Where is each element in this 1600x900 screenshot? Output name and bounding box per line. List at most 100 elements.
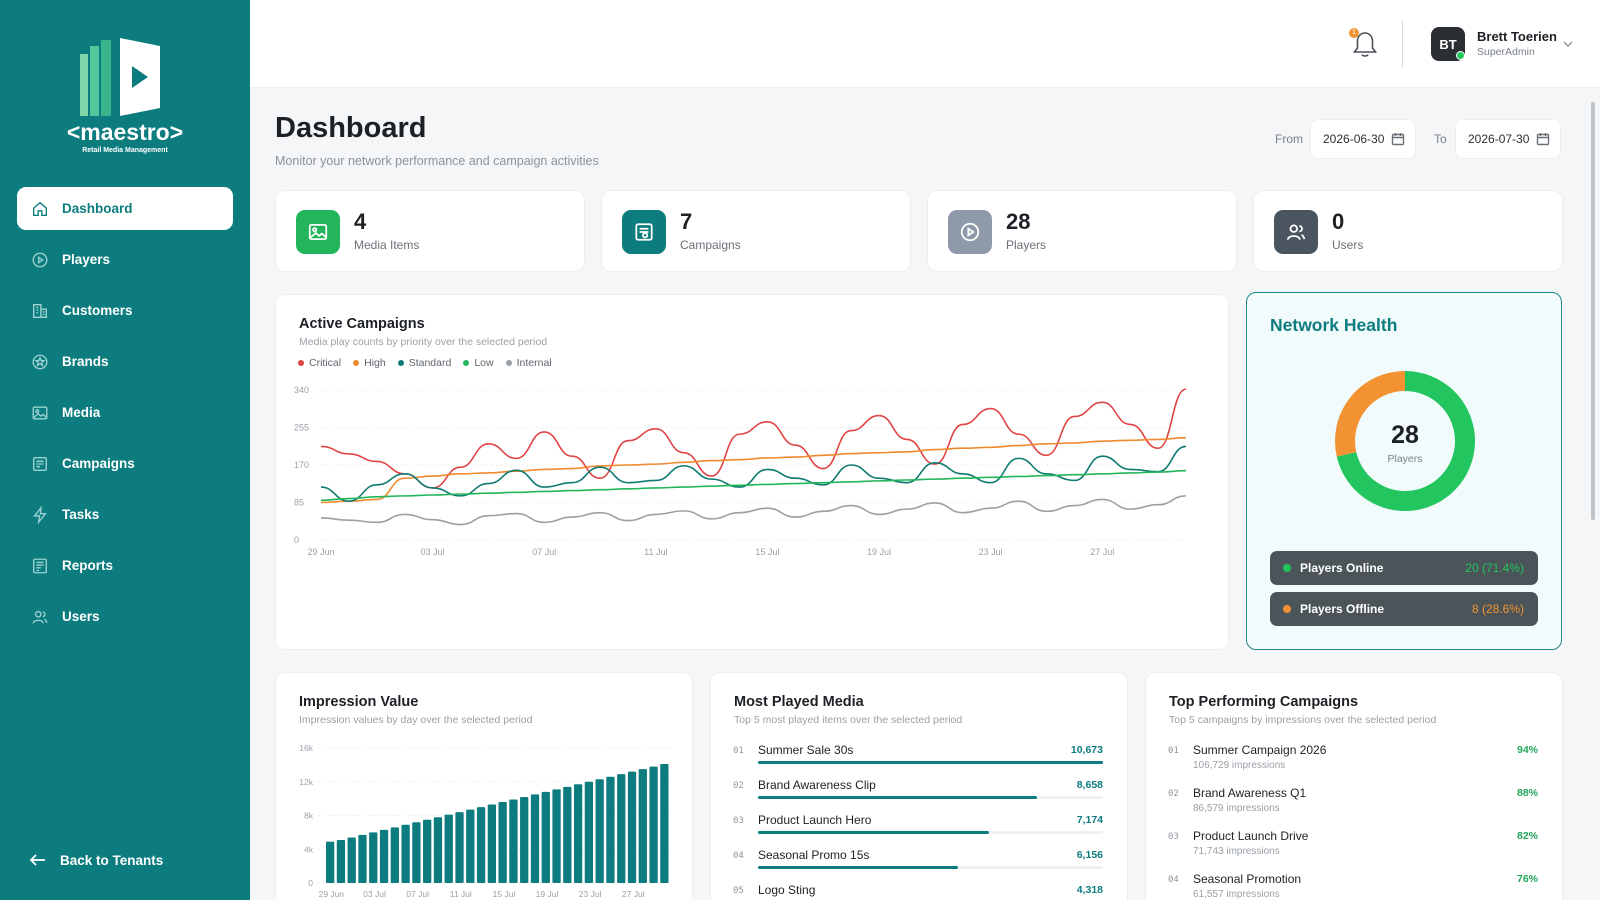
x-tick-label: 27 Jul (1090, 547, 1114, 557)
impression-bar (336, 839, 346, 883)
play-count: 7,174 (1076, 814, 1103, 826)
media-name: Product Launch Hero (758, 813, 872, 827)
stat-label: Media Items (354, 238, 420, 252)
from-date-input[interactable]: 2026-06-30 (1310, 119, 1416, 159)
stat-label: Players (1006, 238, 1047, 252)
card-subtitle: Top 5 campaigns by impressions over the … (1169, 714, 1437, 726)
back-to-tenants-link[interactable]: Back to Tenants (28, 850, 163, 870)
media-name: Summer Sale 30s (758, 743, 854, 757)
impression-value-card: Impression Value Impression values by da… (275, 672, 693, 900)
impression-bar (401, 824, 410, 883)
impression-bar (627, 771, 637, 883)
x-tick-label: 03 Jul (421, 547, 445, 557)
topbar-divider (1402, 20, 1403, 68)
play-circle-icon (948, 210, 992, 254)
rank: 01 (733, 746, 744, 756)
card-title: Most Played Media (734, 694, 864, 710)
y-tick-label: 255 (294, 423, 309, 433)
stat-card-media-items[interactable]: 4 Media Items (275, 190, 585, 272)
impression-bar (606, 776, 615, 883)
users-icon (30, 607, 50, 627)
scrollbar-thumb[interactable] (1591, 102, 1595, 520)
x-tick-label: 03 Jul (363, 889, 386, 899)
chart-legend: Critical High Standard Low Internal (298, 357, 552, 369)
impression-bar (379, 829, 389, 883)
rank: 04 (1168, 875, 1179, 885)
sidebar-item-users[interactable]: Users (17, 595, 233, 638)
maestro-logo[interactable]: <maestro> Retail Media Management (50, 32, 200, 160)
legend-item[interactable]: High (353, 357, 386, 369)
impression-bar (660, 764, 669, 883)
sidebar-item-dashboard[interactable]: Dashboard (17, 187, 233, 230)
status-label: Players Offline (1300, 602, 1385, 616)
page-title: Dashboard (275, 112, 427, 144)
sidebar-item-tasks[interactable]: Tasks (17, 493, 233, 536)
sidebar-item-brands[interactable]: Brands (17, 340, 233, 383)
status-value: 20 (71.4%) (1465, 561, 1524, 575)
impression-bar (584, 781, 594, 883)
legend-item[interactable]: Low (463, 357, 494, 369)
legend-item[interactable]: Standard (397, 357, 451, 369)
sidebar-item-players[interactable]: Players (17, 238, 233, 281)
to-date-input[interactable]: 2026-07-30 (1455, 119, 1561, 159)
chevron-down-icon[interactable] (1563, 40, 1573, 48)
y-tick-label: 170 (294, 460, 309, 470)
donut-label: Players (1387, 453, 1423, 465)
rank: 05 (733, 886, 744, 896)
from-label: From (1275, 132, 1303, 146)
y-tick-label: 340 (294, 385, 309, 395)
campaign-name: Summer Campaign 2026 (1193, 743, 1327, 757)
impression-bar (433, 817, 443, 883)
legend-label: High (364, 357, 386, 369)
campaign-icon (30, 454, 50, 474)
stat-value: 7 (680, 209, 693, 234)
x-tick-label: 23 Jul (979, 547, 1003, 557)
percentage: 76% (1516, 873, 1538, 885)
y-tick-label: 8k (304, 811, 314, 821)
play-bar-track (758, 866, 1103, 869)
sidebar-item-label: Dashboard (62, 201, 133, 216)
to-label: To (1434, 132, 1447, 146)
sidebar-item-campaigns[interactable]: Campaigns (17, 442, 233, 485)
sidebar-item-customers[interactable]: Customers (17, 289, 233, 332)
x-tick-label: 23 Jul (579, 889, 602, 899)
card-subtitle: Media play counts by priority over the s… (299, 336, 548, 348)
rank: 01 (1168, 746, 1179, 756)
series-line-high (320, 436, 1187, 504)
impression-bar (476, 807, 486, 883)
stat-card-players[interactable]: 28 Players (927, 190, 1237, 272)
stat-value: 28 (1006, 209, 1031, 234)
legend-item[interactable]: Critical (298, 357, 341, 369)
y-tick-label: 16k (299, 743, 313, 753)
legend-item[interactable]: Internal (505, 357, 552, 369)
stat-card-campaigns[interactable]: 7 Campaigns (601, 190, 911, 272)
card-subtitle: Top 5 most played items over the selecte… (734, 714, 963, 726)
logo-mark-icon: <maestro> Retail Media Management (67, 38, 183, 154)
building-icon (30, 301, 50, 321)
page-scrollbar[interactable] (1589, 90, 1597, 900)
players-online-row[interactable]: Players Online 20 (71.4%) (1270, 551, 1538, 585)
series-line-standard (320, 445, 1187, 502)
stat-card-users[interactable]: 0 Users (1253, 190, 1563, 272)
percentage: 94% (1516, 744, 1538, 756)
to-date-value: 2026-07-30 (1468, 132, 1530, 146)
user-name[interactable]: Brett Toerien (1477, 29, 1557, 44)
calendar-icon (1536, 133, 1550, 146)
play-count: 4,318 (1076, 884, 1103, 896)
impression-bar (358, 834, 367, 883)
rank: 04 (733, 851, 744, 861)
stat-label: Campaigns (680, 238, 741, 252)
sidebar-item-media[interactable]: Media (17, 391, 233, 434)
sidebar-item-reports[interactable]: Reports (17, 544, 233, 587)
impression-bar (552, 789, 561, 883)
players-donut-chart (1335, 371, 1475, 511)
campaign-name: Seasonal Promotion (1193, 872, 1302, 886)
play-bar-track (758, 831, 1103, 834)
y-tick-label: 0 (294, 535, 299, 545)
card-title: Impression Value (299, 694, 419, 710)
impression-bar (444, 814, 453, 883)
legend-swatch (463, 360, 470, 366)
players-offline-row[interactable]: Players Offline 8 (28.6%) (1270, 592, 1538, 626)
sidebar-item-label: Campaigns (62, 456, 135, 471)
notification-bell-icon[interactable] (1350, 28, 1380, 60)
